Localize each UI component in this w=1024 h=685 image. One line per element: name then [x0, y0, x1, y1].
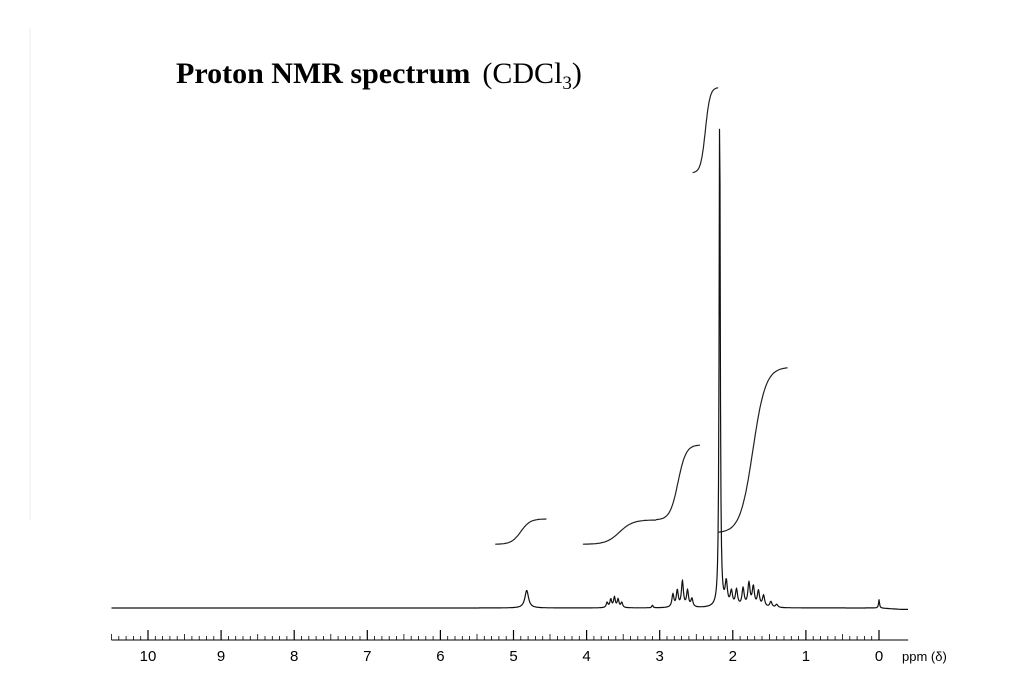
- x-tick-label: 3: [656, 648, 664, 665]
- chart-title-main: Proton NMR spectrum: [176, 57, 470, 90]
- integral-curve-3: [656, 444, 700, 521]
- x-tick-label: 10: [140, 648, 157, 665]
- x-tick-label: 5: [509, 648, 517, 665]
- chart-title-solvent-open: (CDCl: [482, 57, 562, 90]
- x-tick-label: 4: [582, 648, 590, 665]
- integral-curve-2: [582, 519, 657, 545]
- integral-curves: [495, 87, 788, 545]
- x-tick-label: 8: [290, 648, 298, 665]
- chart-title-solvent-close: ): [572, 57, 582, 90]
- integral-curve-5: [718, 367, 788, 533]
- integral-curve-1: [495, 518, 547, 545]
- x-axis-label: ppm (δ): [902, 649, 947, 664]
- x-tick-label: 1: [802, 648, 810, 665]
- chart-title-solvent-subscript: 3: [562, 73, 572, 94]
- spectrum-trace: [111, 128, 909, 610]
- x-tick-label: 6: [436, 648, 444, 665]
- x-axis-tick-labels: 10 9 8 7 6 5 4 3 2 1 0: [140, 648, 884, 665]
- x-tick-label: 7: [363, 648, 371, 665]
- x-axis-ticks: [111, 630, 880, 640]
- x-tick-label: 2: [729, 648, 737, 665]
- x-tick-label: 0: [875, 648, 883, 665]
- x-tick-label: 9: [217, 648, 225, 665]
- chart-title: Proton NMR spectrum (CDCl3): [176, 57, 582, 94]
- integral-curve-4: [692, 87, 719, 174]
